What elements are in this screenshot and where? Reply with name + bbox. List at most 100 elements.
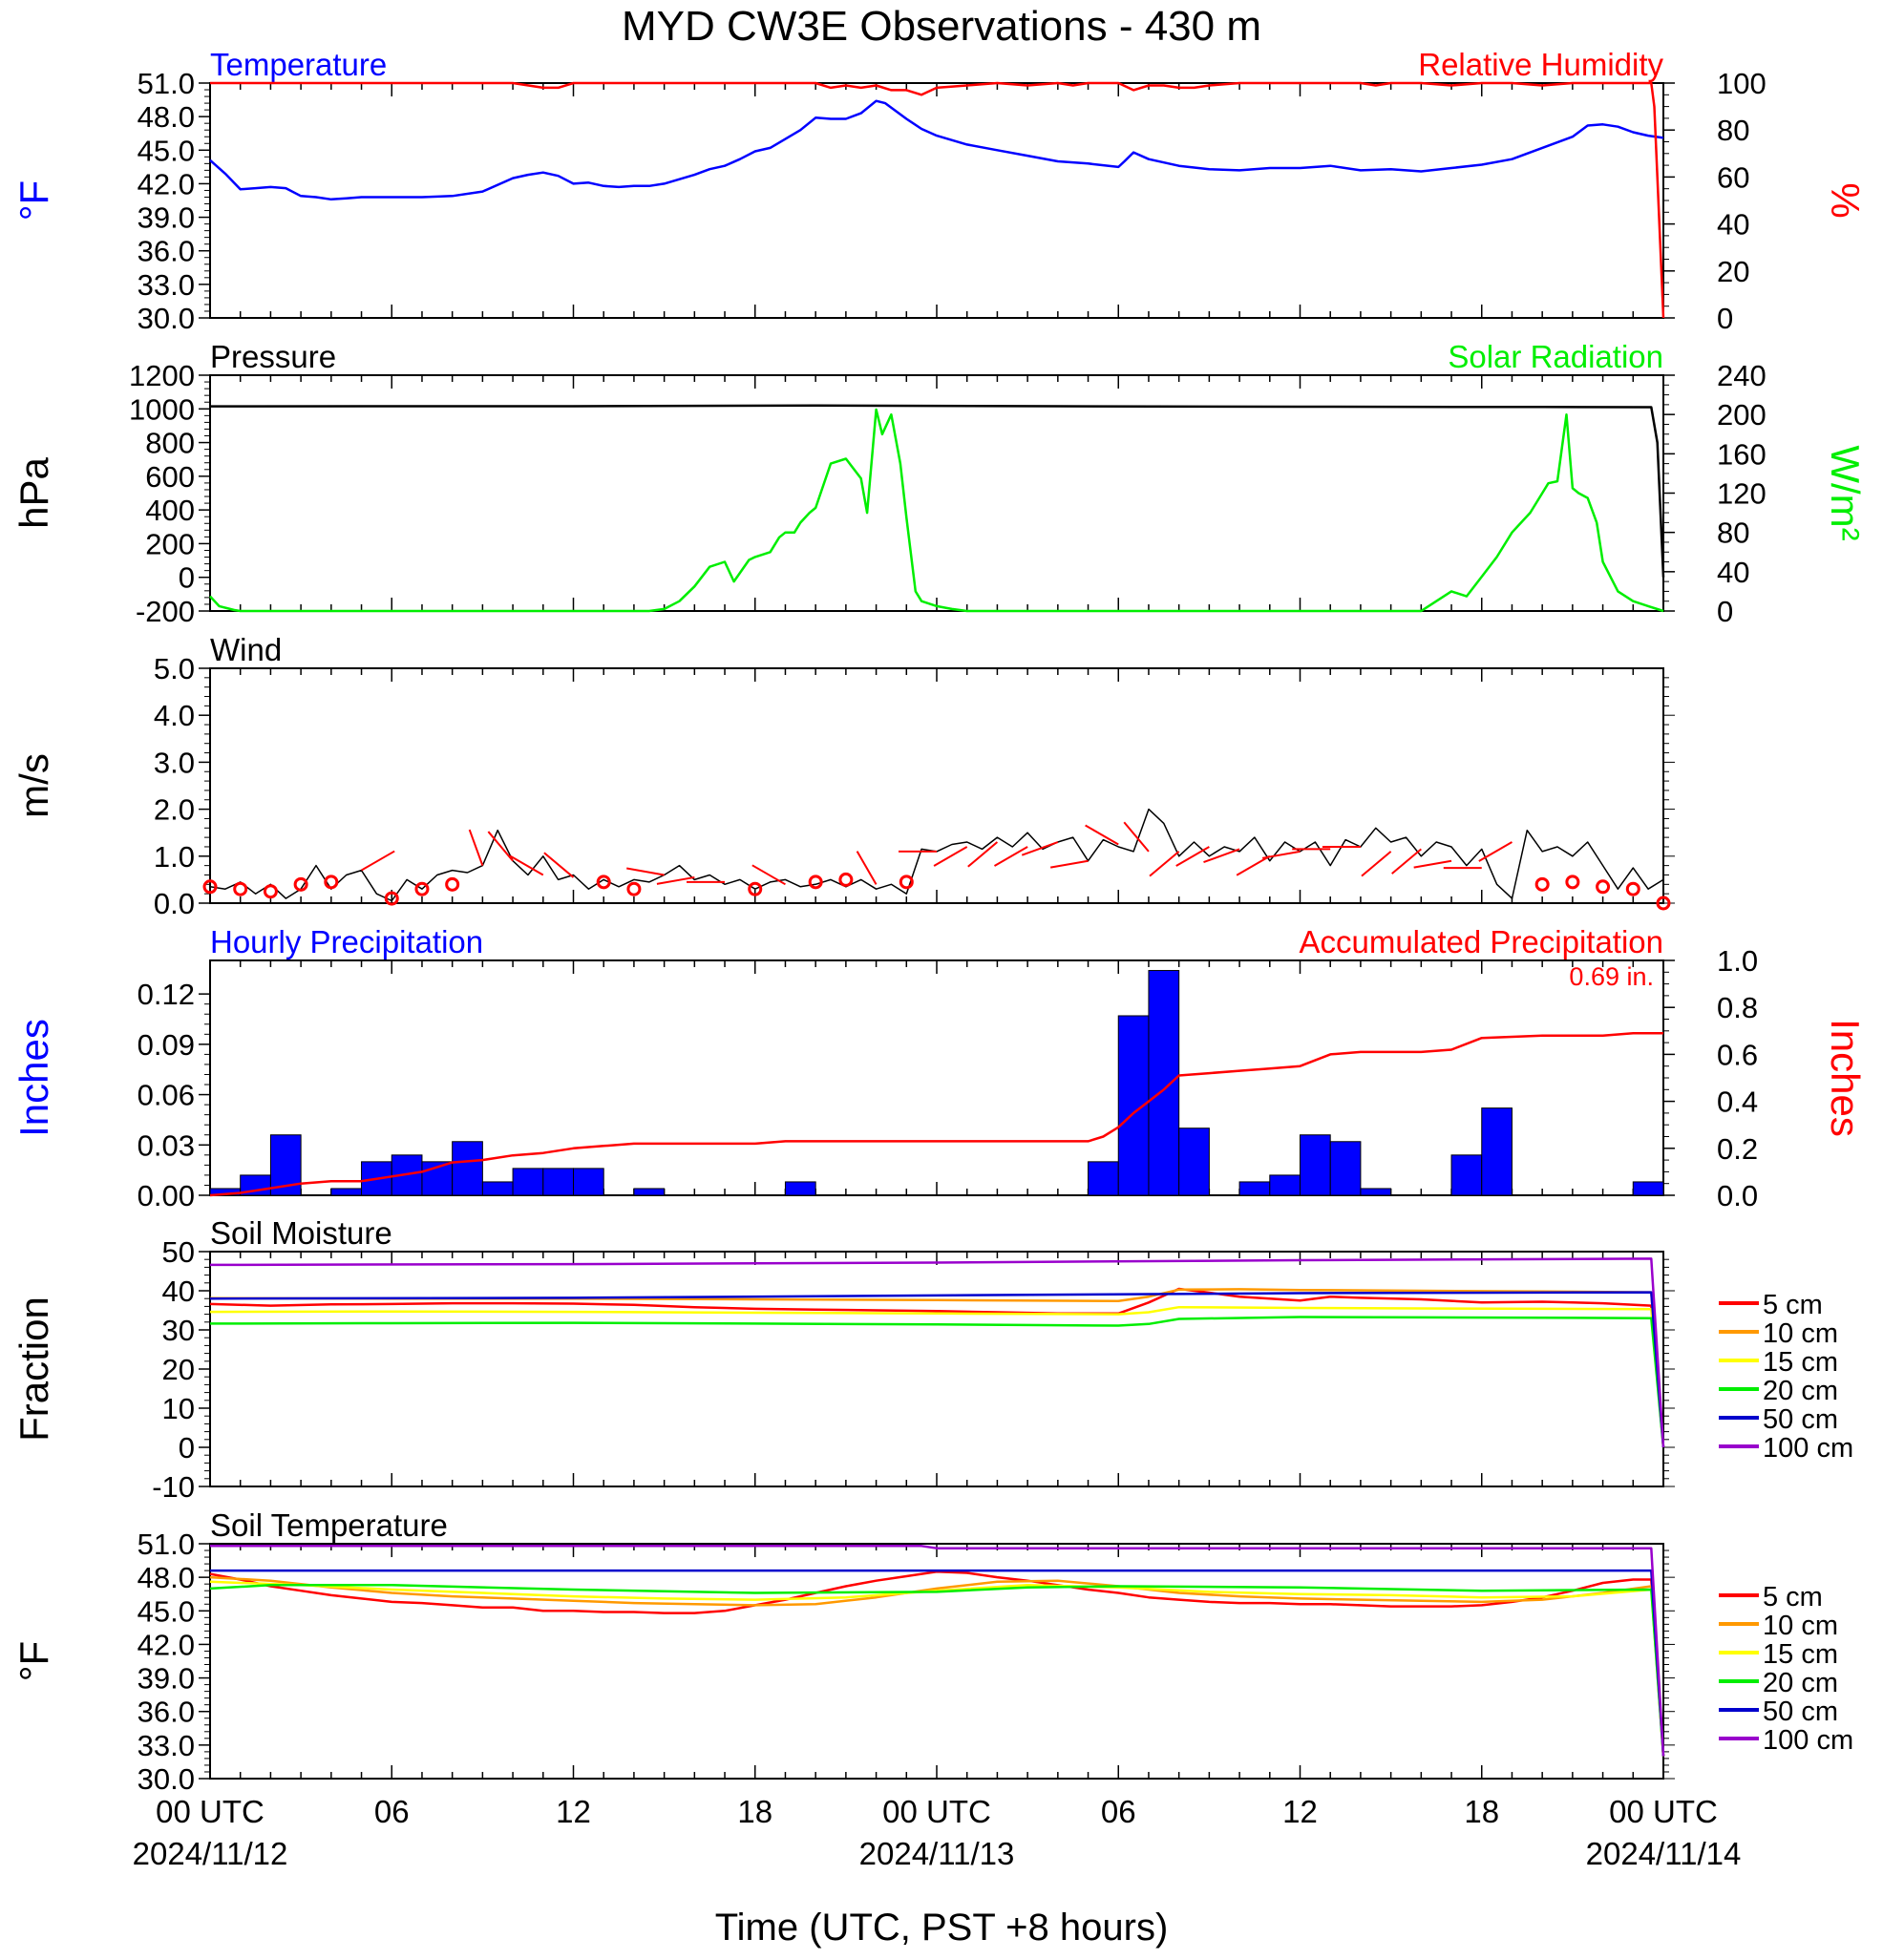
hourly-precip-bar [1238, 1181, 1271, 1196]
panel-title-left: Wind [210, 632, 282, 667]
wind-barb [1413, 859, 1452, 869]
wind-calm-circle [414, 881, 430, 896]
y-tick-label: -200 [136, 595, 195, 628]
wind-calm-circle [838, 872, 854, 887]
hourly-precip-bar [1481, 1107, 1513, 1196]
hourly-precip-bar [1178, 1128, 1210, 1196]
y2-tick-label: 0 [1717, 302, 1733, 335]
legend-label: 100 cm [1763, 1725, 1853, 1756]
wind-barb [626, 867, 665, 876]
y2-tick-label: 200 [1717, 398, 1767, 432]
series-line [209, 1257, 1665, 1448]
y-axis-label-right: W/m² [1823, 445, 1868, 540]
series-line [209, 1584, 1665, 1757]
y-tick-label: 48.0 [138, 1561, 195, 1594]
y-tick-label: 45.0 [138, 1594, 195, 1628]
wind-calm-circle [1596, 879, 1611, 895]
wind-calm-circle [1534, 876, 1550, 892]
y-tick-label: 40 [162, 1275, 195, 1308]
y2-tick-label: 1.0 [1717, 944, 1758, 978]
wind-barb [1149, 851, 1180, 877]
hourly-precip-bar [481, 1181, 514, 1196]
y-tick-label: 42.0 [138, 1628, 195, 1661]
legend-label: 5 cm [1763, 1290, 1823, 1320]
y-tick-label: 800 [145, 427, 195, 460]
y-tick-label: 30.0 [138, 1762, 195, 1796]
y-tick-label: 42.0 [138, 167, 195, 200]
y-tick-label: 0.03 [138, 1128, 195, 1162]
series-line [209, 1316, 1665, 1448]
panel-title-left: Soil Temperature [210, 1507, 448, 1543]
y2-tick-label: 0 [1717, 595, 1733, 628]
panel-5: 30.033.036.039.042.045.048.051.0 Soil Tem… [11, 1507, 1853, 1796]
series-line [209, 99, 1664, 201]
x-tick-label: 00 UTC [1609, 1794, 1718, 1829]
wind-barb [751, 864, 786, 886]
x-tick-label: 00 UTC [156, 1794, 264, 1829]
legend-label: 100 cm [1763, 1433, 1853, 1464]
y-tick-label: 30 [162, 1314, 195, 1347]
hourly-precip-bar [1450, 1154, 1483, 1196]
panel-0: 30.033.036.039.042.045.048.051.0 0 20 40 60 8… [11, 47, 1868, 335]
x-tick-label: 18 [1464, 1794, 1499, 1829]
panel-title-left: Temperature [210, 47, 387, 82]
panel-title-left: Hourly Precipitation [210, 924, 483, 959]
hourly-precip-bar [330, 1188, 363, 1196]
panel-1: -200020040060080010001200040801201602002… [11, 339, 1868, 628]
y2-tick-label: 0.8 [1717, 991, 1758, 1024]
y2-tick-label: 80 [1717, 516, 1749, 550]
wind-barb [1261, 850, 1301, 859]
y-tick-label: 48.0 [138, 100, 195, 134]
wind-calm-circle [263, 884, 278, 899]
wind-barb [933, 846, 968, 867]
hourly-precip-bar [1088, 1161, 1119, 1196]
y2-tick-label: 240 [1717, 359, 1767, 392]
y-tick-label: 33.0 [138, 1729, 195, 1762]
x-tick-label: 12 [1282, 1794, 1318, 1829]
wind-barb [468, 829, 484, 866]
legend-label: 10 cm [1763, 1318, 1838, 1349]
wind-calm-circle [899, 875, 914, 890]
y-tick-label: 2.0 [154, 793, 195, 827]
legend-label: 20 cm [1763, 1376, 1838, 1406]
wind-barb [1123, 821, 1150, 853]
wind-calm-circle [626, 881, 642, 896]
hourly-precip-bar [1360, 1188, 1392, 1196]
y-axis-label-left: hPa [11, 456, 56, 528]
wind-barb [1236, 854, 1271, 876]
wind-calm-circle [748, 881, 763, 896]
series-line [210, 1545, 1665, 1757]
y-tick-label: 0 [179, 1431, 195, 1465]
y-tick-label: -10 [152, 1470, 195, 1504]
panel-frame [209, 1251, 1664, 1487]
panel-title-left: Pressure [210, 339, 336, 374]
wind-calm-circle [293, 876, 308, 892]
panel-3: 0.00 0.03 0.06 0.09 0.12 0.0 0.2 0.4 0.6 0.8 1.0 Ho… [11, 924, 1868, 1212]
series-line [209, 1580, 1665, 1757]
panel-frame [209, 374, 1664, 612]
y-tick-label: 1000 [129, 392, 195, 426]
wind-barb [967, 841, 999, 868]
series-line [209, 408, 1664, 613]
series-line [210, 81, 1665, 319]
y-tick-label: 200 [145, 527, 195, 560]
x-date-label: 2024/11/12 [133, 1836, 288, 1871]
wind-calm-circle [1625, 881, 1640, 896]
wind-barb [487, 831, 514, 862]
x-tick-label: 12 [556, 1794, 591, 1829]
y2-tick-label: 0.6 [1717, 1038, 1758, 1071]
hourly-precip-bar [573, 1168, 604, 1196]
hourly-precip-bar [452, 1141, 483, 1196]
x-tick-label: 00 UTC [882, 1794, 991, 1829]
x-axis-label: Time (UTC, PST +8 hours) [715, 1907, 1169, 1949]
y-tick-label: 0.00 [138, 1179, 195, 1212]
y-tick-label: 0.0 [154, 887, 195, 920]
y-tick-label: 50 [162, 1235, 195, 1269]
y-tick-label: 4.0 [154, 699, 195, 732]
wind-barb [1478, 841, 1513, 862]
y-tick-label: 400 [145, 494, 195, 527]
y2-tick-label: 0.2 [1717, 1132, 1758, 1166]
panel-title-right: Accumulated Precipitation [1299, 924, 1663, 959]
series-line [209, 1305, 1665, 1448]
